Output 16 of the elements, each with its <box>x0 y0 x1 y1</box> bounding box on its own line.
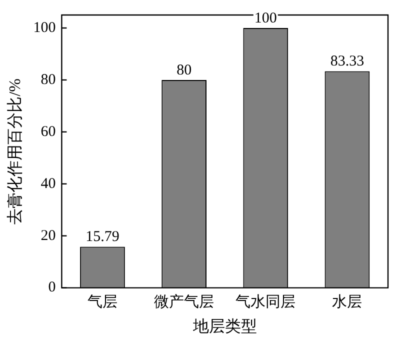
data-label: 83.33 <box>330 54 364 70</box>
y-tick-label: 100 <box>33 20 56 36</box>
data-label: 100 <box>254 10 277 26</box>
y-tick-label: 0 <box>48 280 56 296</box>
data-label: 15.79 <box>86 229 120 246</box>
y-tick-label: 80 <box>40 72 56 88</box>
x-axis-title: 地层类型 <box>192 318 257 336</box>
x-tick-label: 水层 <box>332 294 362 311</box>
y-tick-label: 20 <box>40 228 56 244</box>
x-tick-label: 微产气层 <box>154 294 214 311</box>
y-axis-title: 去膏化作用百分比/% <box>6 78 24 224</box>
y-tick-label: 60 <box>40 124 56 140</box>
x-tick-label: 气层 <box>87 294 118 311</box>
y-tick-label: 40 <box>40 176 56 192</box>
x-tick-label: 气水同层 <box>236 294 296 311</box>
data-label: 80 <box>176 62 192 78</box>
